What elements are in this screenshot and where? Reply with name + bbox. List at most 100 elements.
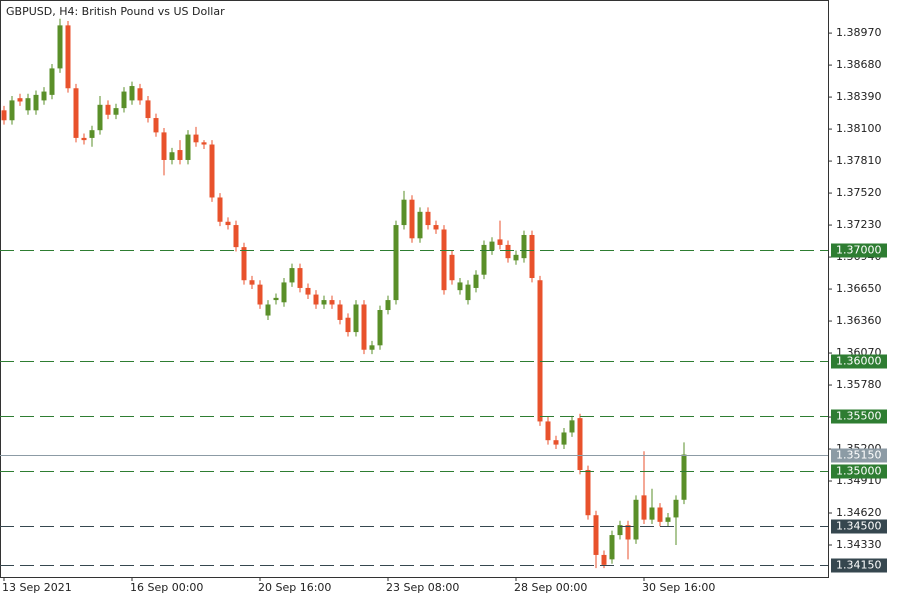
- candle-body: [609, 535, 615, 560]
- candle-body: [433, 225, 439, 230]
- candle-body: [33, 94, 39, 111]
- candle-body: [17, 98, 23, 102]
- candle-body: [353, 304, 359, 333]
- candle-body: [633, 499, 639, 540]
- candle-body: [681, 454, 687, 500]
- candle-body: [585, 469, 591, 516]
- candle-body: [377, 310, 383, 346]
- candle-body: [9, 100, 15, 121]
- candle-body: [361, 304, 367, 350]
- candle-body: [225, 221, 231, 226]
- candle-body: [89, 130, 95, 138]
- y-tick-label: 1.36360: [836, 314, 882, 327]
- x-tick-label: 13 Sep 2021: [2, 581, 72, 594]
- candle-body: [449, 254, 455, 281]
- candle-body: [57, 25, 63, 69]
- candle-body: [401, 199, 407, 226]
- candle-body: [657, 507, 663, 522]
- y-tick-label: 1.37520: [836, 186, 882, 199]
- candle-body: [529, 234, 535, 279]
- candle-body: [601, 554, 607, 565]
- x-tick-label: 30 Sep 16:00: [642, 581, 715, 594]
- chart-title: GBPUSD, H4: British Pound vs US Dollar: [6, 5, 225, 18]
- candle-body: [417, 211, 423, 239]
- candle-body: [1, 110, 7, 121]
- y-tick-label: 1.37810: [836, 154, 882, 167]
- candle-body: [649, 507, 655, 520]
- candle-body: [521, 234, 527, 259]
- candle-body: [73, 88, 79, 138]
- y-tick-label: 1.38100: [836, 122, 882, 135]
- y-tick-label: 1.34330: [836, 538, 882, 551]
- candle-body: [217, 197, 223, 222]
- candle-body: [577, 418, 583, 470]
- candle-body: [65, 25, 71, 89]
- candle-body: [425, 211, 431, 226]
- candle-body: [441, 229, 447, 291]
- level-label: 1.35000: [836, 465, 882, 478]
- x-tick-label: 28 Sep 00:00: [514, 581, 587, 594]
- level-label-box: [831, 243, 887, 258]
- candle-body: [273, 297, 279, 301]
- y-tick-label: 1.38680: [836, 58, 882, 71]
- candle-body: [313, 294, 319, 305]
- candle-body: [625, 525, 631, 540]
- x-tick-label: 20 Sep 16:00: [258, 581, 331, 594]
- candle-body: [369, 345, 375, 350]
- candle-body: [25, 98, 31, 111]
- candle-body: [465, 284, 471, 301]
- candle-body: [185, 134, 191, 160]
- candle-body: [209, 144, 215, 198]
- y-tick-label: 1.35780: [836, 378, 882, 391]
- candle-body: [329, 300, 335, 305]
- candle-body: [297, 268, 303, 288]
- level-label: 1.34500: [836, 520, 882, 533]
- candle-body: [513, 254, 519, 261]
- candle-body: [249, 280, 255, 285]
- candle-body: [153, 118, 159, 133]
- candle-body: [537, 280, 543, 422]
- candle-body: [481, 244, 487, 275]
- candle-body: [177, 150, 183, 160]
- candle-body: [489, 241, 495, 251]
- level-label: 1.36000: [836, 355, 882, 368]
- candle-body: [409, 199, 415, 239]
- candle-body: [241, 247, 247, 281]
- y-tick-label: 1.38390: [836, 90, 882, 103]
- candle-body: [233, 225, 239, 248]
- candle-body: [49, 68, 55, 95]
- y-tick-label: 1.34620: [836, 506, 882, 519]
- candle-body: [265, 304, 271, 316]
- candle-body: [457, 282, 463, 291]
- level-label-box: [831, 519, 887, 534]
- level-label: 1.34150: [836, 559, 882, 572]
- candle-body: [497, 239, 503, 245]
- candle-body: [665, 517, 671, 522]
- candle-body: [169, 152, 175, 160]
- candle-body: [473, 274, 479, 288]
- candle-body: [281, 282, 287, 303]
- candle-body: [105, 104, 111, 115]
- level-label-box: [831, 409, 887, 424]
- candle-body: [553, 440, 559, 445]
- candle-body: [569, 420, 575, 433]
- candle-body: [161, 132, 167, 160]
- y-tick-label: 1.38970: [836, 26, 882, 39]
- level-label: 1.35500: [836, 410, 882, 423]
- candle-body: [137, 88, 143, 101]
- candle-body: [593, 515, 599, 555]
- level-label-box: [831, 558, 887, 573]
- candle-body: [97, 104, 103, 131]
- y-tick-label: 1.36650: [836, 282, 882, 295]
- candle-body: [561, 432, 567, 445]
- level-label: 1.35150: [836, 449, 882, 462]
- candle-body: [617, 525, 623, 536]
- level-label-box: [831, 448, 887, 463]
- x-tick-label: 23 Sep 08:00: [386, 581, 459, 594]
- level-label-box: [831, 464, 887, 479]
- level-label: 1.37000: [836, 244, 882, 257]
- candle-body: [505, 244, 511, 259]
- candle-body: [289, 268, 295, 283]
